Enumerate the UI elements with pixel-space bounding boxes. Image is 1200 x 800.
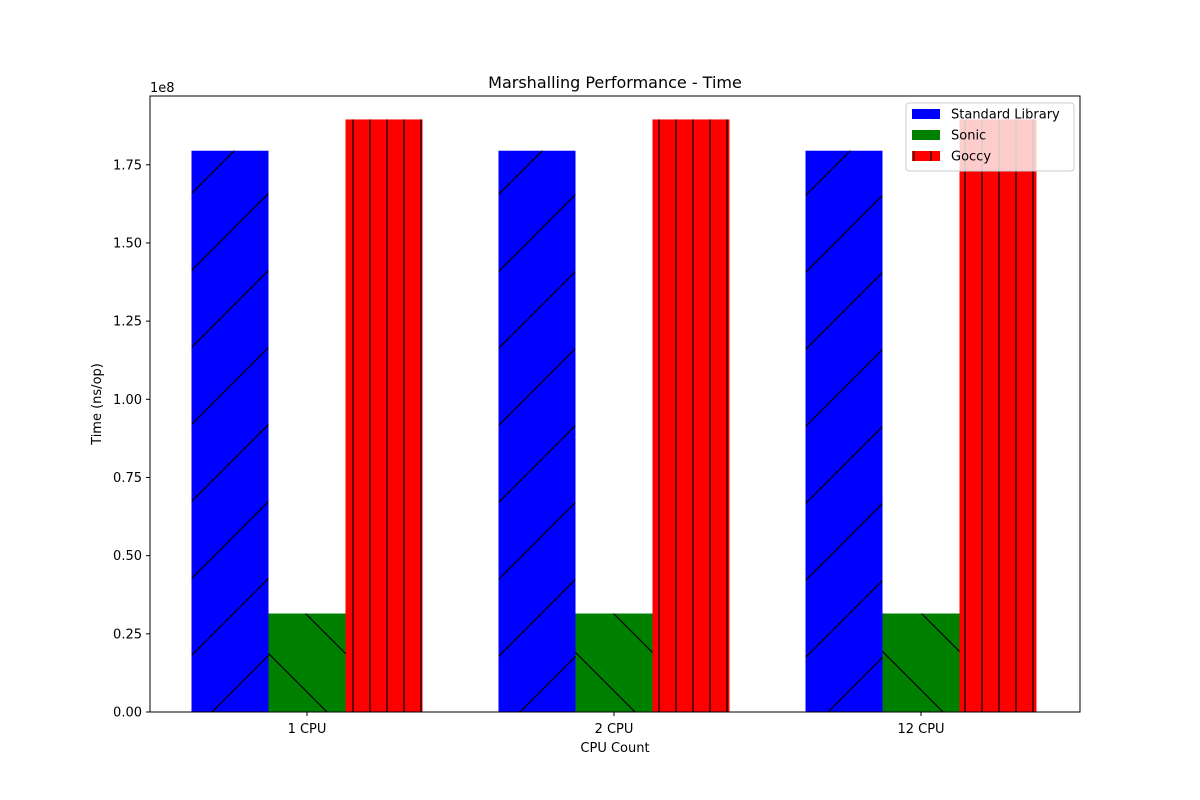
y-tick-label: 0.00 xyxy=(113,706,142,721)
bar-standard-library-0 xyxy=(191,150,269,712)
legend-label: Sonic xyxy=(951,129,986,144)
bar-sonic-2 xyxy=(882,613,960,712)
y-tick-label: 1.50 xyxy=(113,236,142,251)
bar-sonic-0 xyxy=(268,613,346,712)
x-axis: 1 CPU 2 CPU 12 CPU xyxy=(288,712,945,737)
legend-item-goccy: Goccy xyxy=(912,150,991,165)
y-axis-label: Time (ns/op) xyxy=(90,363,105,446)
legend: Standard Library Sonic Goccy xyxy=(905,102,1075,172)
x-axis-label: CPU Count xyxy=(580,741,649,756)
y-tick-label: 1.00 xyxy=(113,393,142,408)
y-tick-label: 1.75 xyxy=(113,158,142,173)
x-tick-label: 2 CPU xyxy=(595,722,634,737)
legend-label: Goccy xyxy=(951,150,991,165)
y-tick-label: 0.50 xyxy=(113,549,142,564)
y-offset-label: 1e8 xyxy=(150,81,175,96)
legend-item-standard-library: Standard Library xyxy=(912,108,1060,123)
y-tick-label: 1.25 xyxy=(113,315,142,330)
x-tick-label: 12 CPU xyxy=(897,722,944,737)
bar-goccy-0 xyxy=(345,119,423,712)
bar-goccy-2 xyxy=(959,119,1037,712)
y-tick-label: 0.25 xyxy=(113,627,142,642)
legend-item-sonic: Sonic xyxy=(912,129,986,144)
legend-box xyxy=(905,102,1075,172)
bar-standard-library-2 xyxy=(805,150,883,712)
bars-group xyxy=(191,119,1037,712)
bar-goccy-1 xyxy=(652,119,730,712)
chart-title: Marshalling Performance - Time xyxy=(488,73,742,92)
bar-standard-library-1 xyxy=(498,150,576,712)
bar-sonic-1 xyxy=(575,613,653,712)
legend-label: Standard Library xyxy=(951,108,1060,123)
y-axis: 0.00 0.25 0.50 0.75 1.00 1.25 1.50 1.75 xyxy=(113,158,150,721)
plot-frame xyxy=(149,95,1081,713)
y-tick-label: 0.75 xyxy=(113,471,142,486)
x-tick-label: 1 CPU xyxy=(288,722,327,737)
